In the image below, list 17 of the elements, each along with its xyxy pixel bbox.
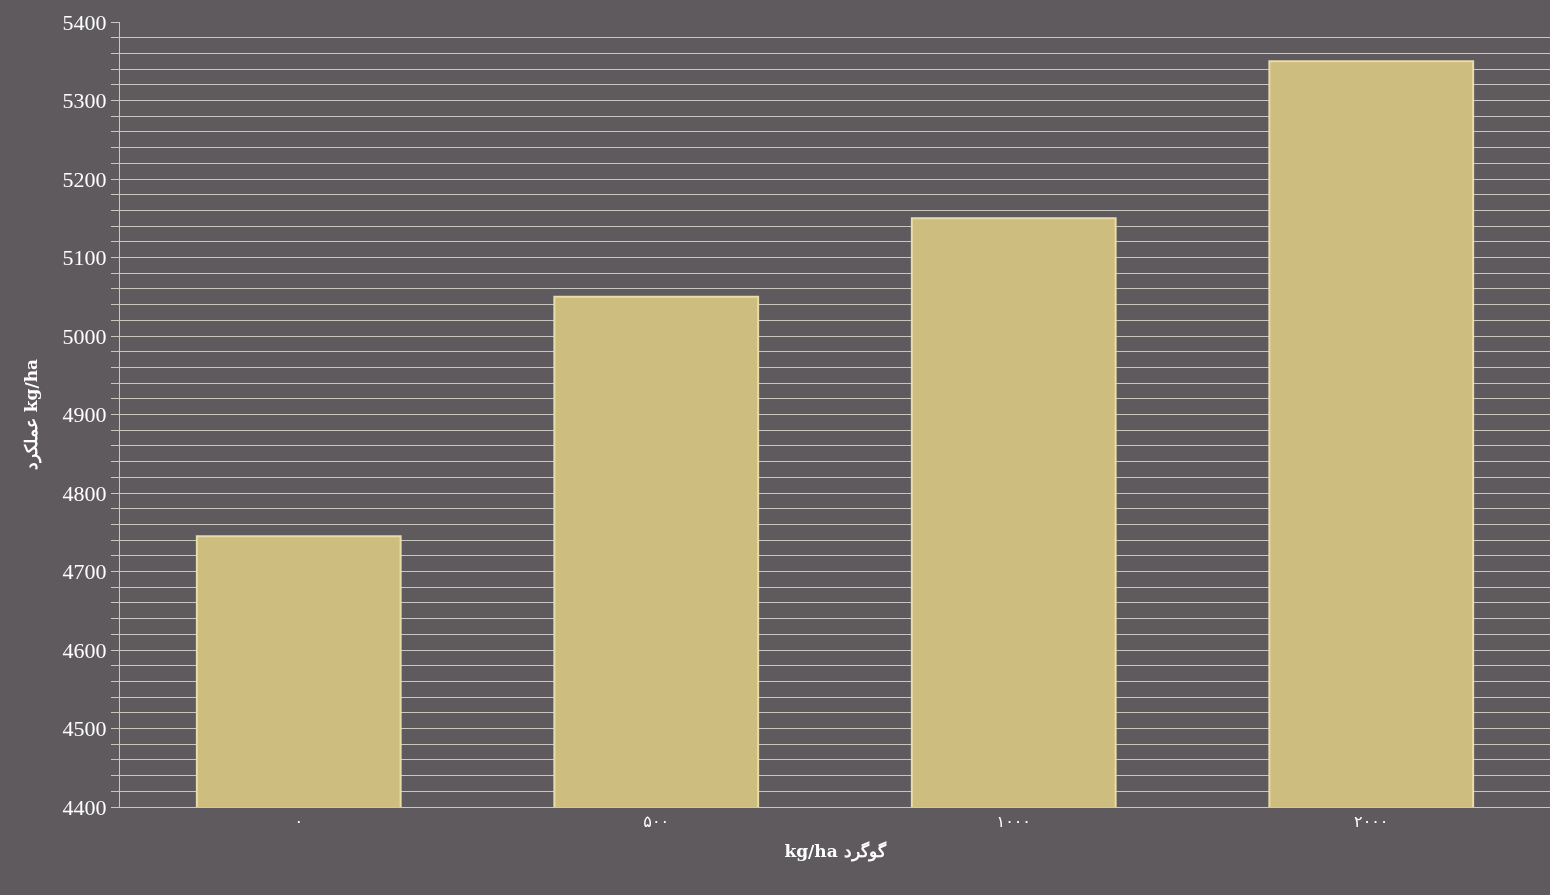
y-tick-label: 5100	[62, 245, 107, 271]
y-tick-label: 4400	[62, 794, 107, 820]
y-tick-label: 5300	[62, 88, 107, 114]
y-tick-label: 5400	[62, 9, 107, 35]
y-tick-label: 4500	[62, 716, 107, 742]
x-tick-label: ۲۰۰۰	[1354, 812, 1389, 832]
x-tick-label: ۰	[294, 812, 304, 832]
y-tick-label: 4800	[62, 480, 107, 506]
y-axis-title: عملکرد kg/ha	[21, 358, 43, 471]
x-tick-label: ۵۰۰	[643, 812, 670, 832]
y-tick-label: 4900	[62, 402, 107, 428]
y-tick-label: 5000	[62, 323, 107, 349]
x-axis-title: kg/ha گوگرد	[784, 840, 887, 862]
y-tick-label: 5200	[62, 166, 107, 192]
y-tick-label: 4700	[62, 559, 107, 585]
x-tick-label: ۱۰۰۰	[996, 812, 1031, 832]
y-tick-label: 4600	[62, 637, 107, 663]
